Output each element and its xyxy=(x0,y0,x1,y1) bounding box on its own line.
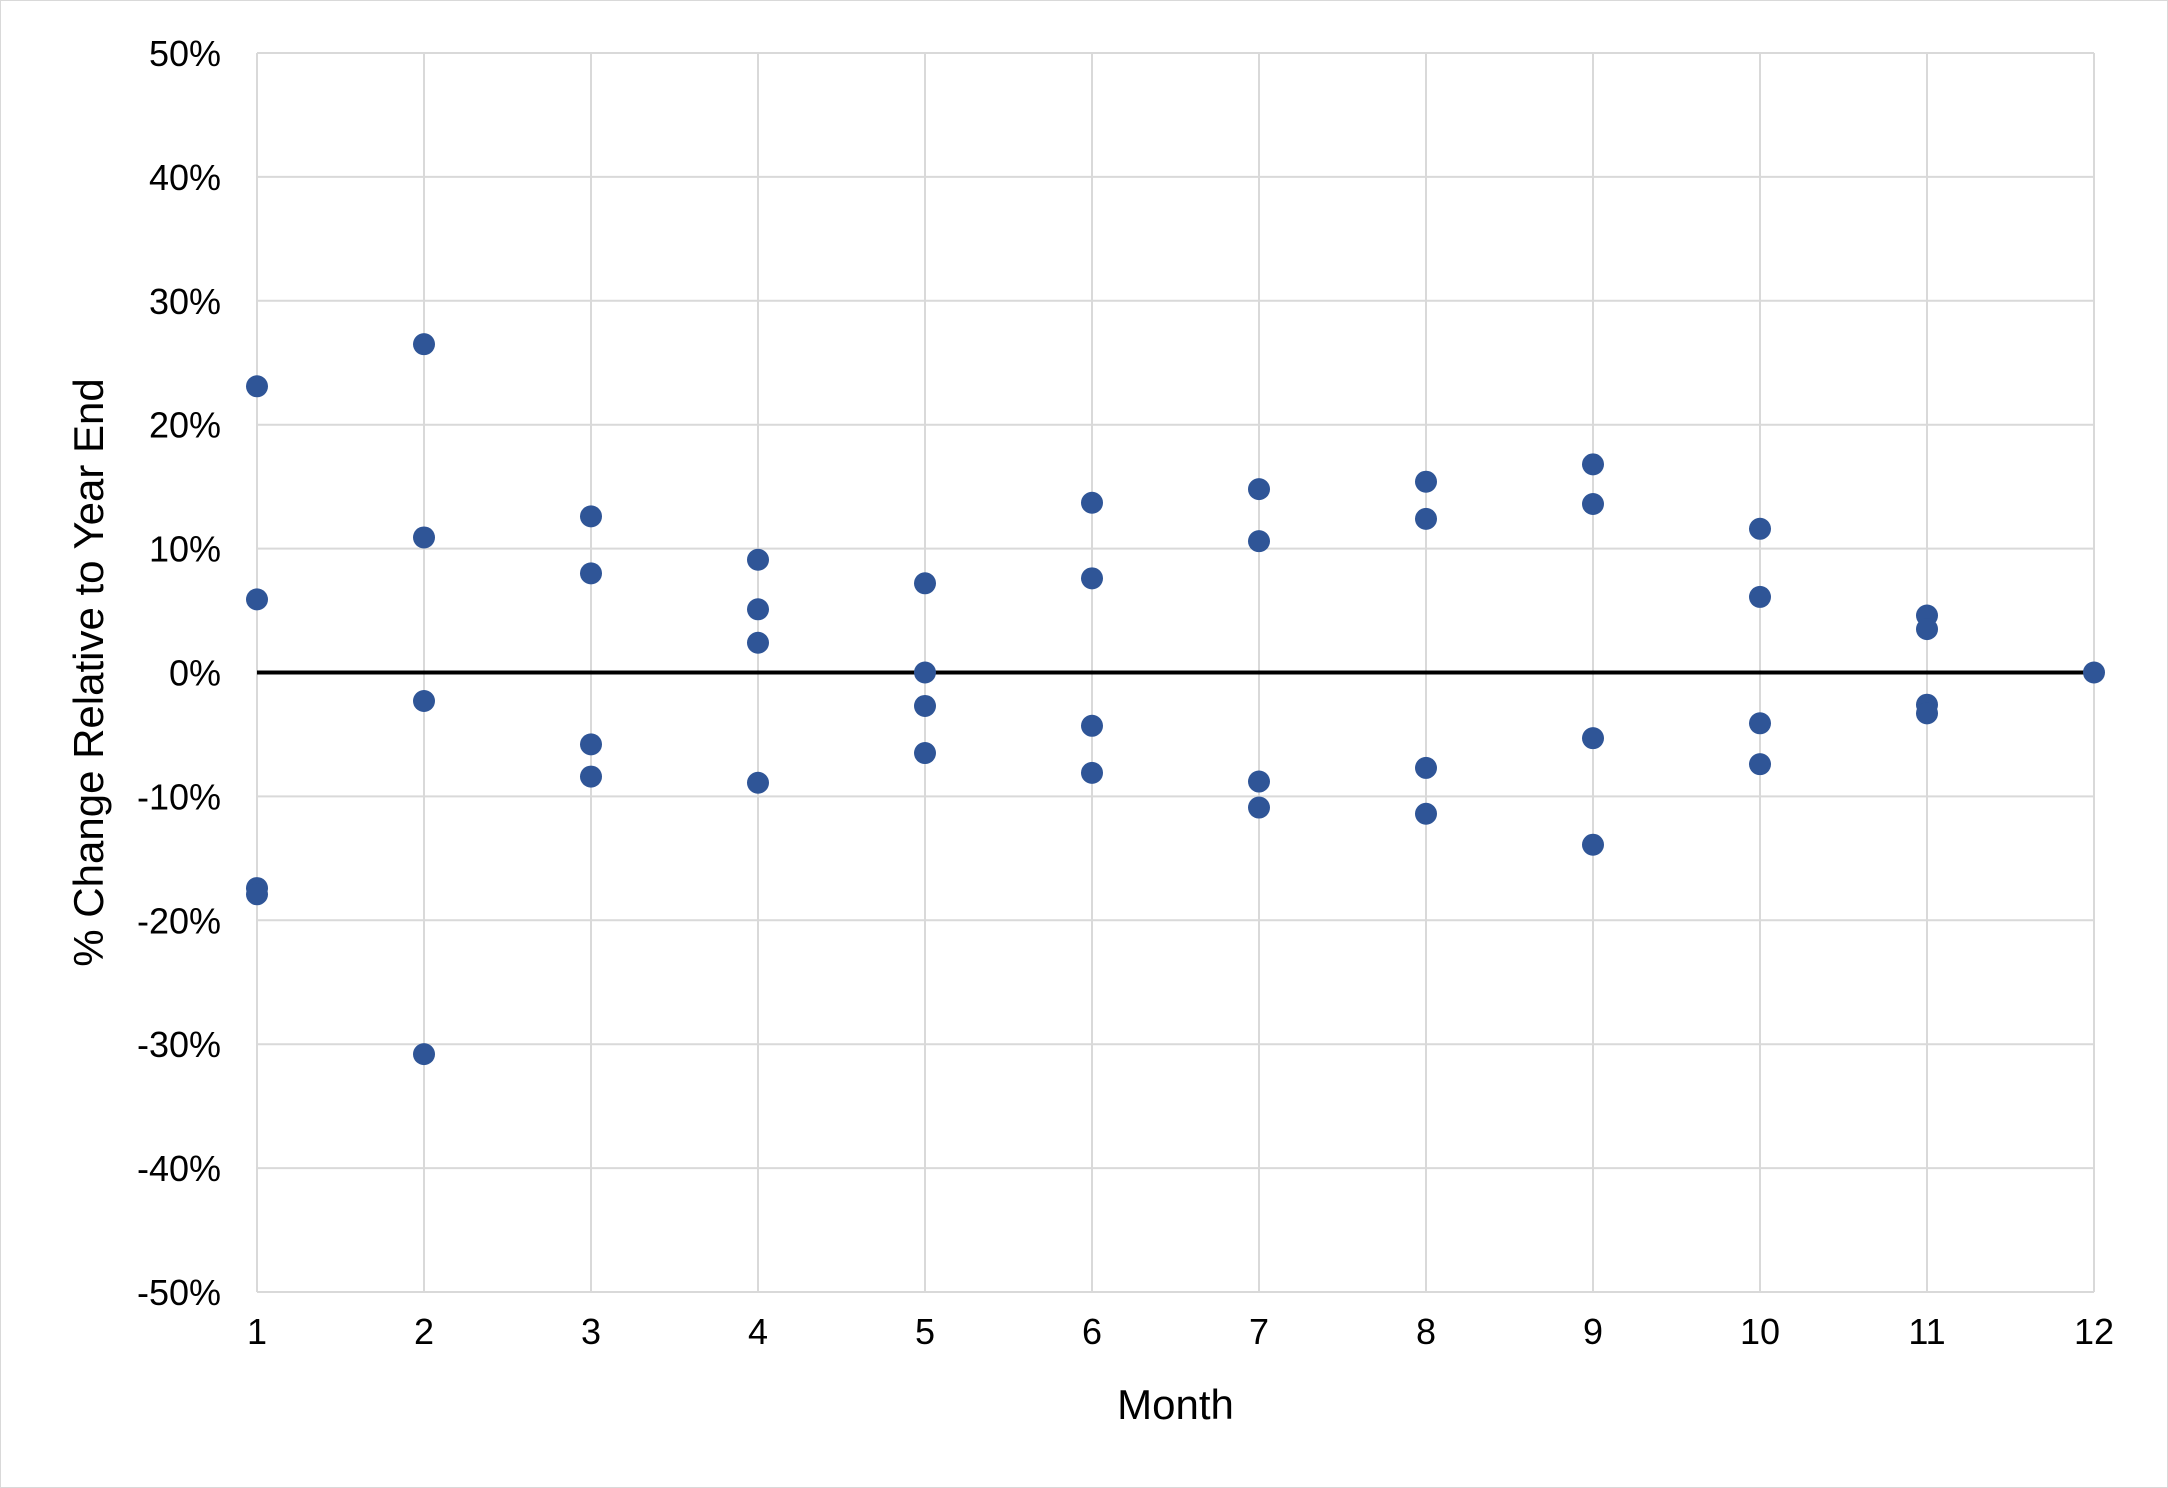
y-tick-label: 50% xyxy=(149,33,221,74)
x-tick-label: 6 xyxy=(1082,1311,1102,1352)
data-point xyxy=(580,733,602,756)
y-tick-label: 20% xyxy=(149,405,221,446)
data-point xyxy=(1749,712,1771,735)
data-point xyxy=(1916,618,1938,641)
data-point xyxy=(1749,753,1771,776)
data-point xyxy=(2083,661,2105,684)
data-point xyxy=(747,598,769,621)
data-point xyxy=(1081,567,1103,590)
y-tick-label: -10% xyxy=(137,776,221,817)
data-point xyxy=(1582,833,1604,856)
x-axis-title: Month xyxy=(1117,1381,1234,1428)
data-point xyxy=(1582,492,1604,515)
data-point xyxy=(1081,714,1103,737)
data-point xyxy=(1749,585,1771,608)
x-tick-label: 4 xyxy=(748,1311,768,1352)
data-point xyxy=(413,526,435,549)
data-point xyxy=(1749,517,1771,540)
data-point xyxy=(1916,702,1938,725)
y-tick-label: 40% xyxy=(149,157,221,198)
y-tick-label: -50% xyxy=(137,1272,221,1313)
data-point xyxy=(1081,491,1103,514)
x-tick-label: 10 xyxy=(1740,1311,1780,1352)
data-point xyxy=(1081,761,1103,784)
data-point xyxy=(1248,530,1270,553)
y-tick-label: -30% xyxy=(137,1024,221,1065)
data-point xyxy=(1415,470,1437,493)
data-point xyxy=(580,505,602,528)
x-axis-tick-labels: 1 2 3 4 5 6 7 8 9 10 11 12 xyxy=(247,1311,2114,1352)
x-tick-label: 5 xyxy=(915,1311,935,1352)
data-point xyxy=(1415,802,1437,825)
data-point xyxy=(1415,756,1437,779)
y-tick-label: 0% xyxy=(169,653,221,694)
y-tick-label: -20% xyxy=(137,900,221,941)
data-point xyxy=(246,883,268,906)
data-point xyxy=(413,689,435,712)
data-point xyxy=(914,661,936,684)
x-tick-label: 8 xyxy=(1416,1311,1436,1352)
y-tick-label: -40% xyxy=(137,1148,221,1189)
data-point xyxy=(747,631,769,654)
y-tick-label: 30% xyxy=(149,281,221,322)
data-point xyxy=(1415,507,1437,530)
data-point xyxy=(914,694,936,717)
x-tick-label: 3 xyxy=(581,1311,601,1352)
data-point xyxy=(1248,796,1270,819)
data-point xyxy=(1248,478,1270,501)
data-point xyxy=(580,562,602,585)
x-tick-label: 11 xyxy=(1908,1311,1945,1352)
data-point xyxy=(413,1043,435,1066)
y-tick-label: 10% xyxy=(149,529,221,570)
data-point xyxy=(1582,453,1604,476)
x-tick-label: 12 xyxy=(2074,1311,2114,1352)
data-point xyxy=(914,572,936,595)
data-point xyxy=(747,771,769,794)
data-point xyxy=(1582,727,1604,750)
data-point xyxy=(580,765,602,788)
data-point xyxy=(413,333,435,356)
y-axis-title: % Change Relative to Year End xyxy=(65,378,112,966)
x-tick-label: 1 xyxy=(247,1311,267,1352)
data-point xyxy=(1248,770,1270,793)
data-point xyxy=(914,742,936,765)
x-tick-label: 9 xyxy=(1583,1311,1603,1352)
data-point xyxy=(747,548,769,571)
y-axis-tick-labels: 50% 40% 30% 20% 10% 0% -10% -20% -30% -40% -50% xyxy=(137,33,221,1313)
x-tick-label: 7 xyxy=(1249,1311,1269,1352)
data-point xyxy=(246,588,268,611)
x-tick-label: 2 xyxy=(414,1311,434,1352)
data-points xyxy=(246,333,2105,1066)
data-point xyxy=(246,375,268,398)
